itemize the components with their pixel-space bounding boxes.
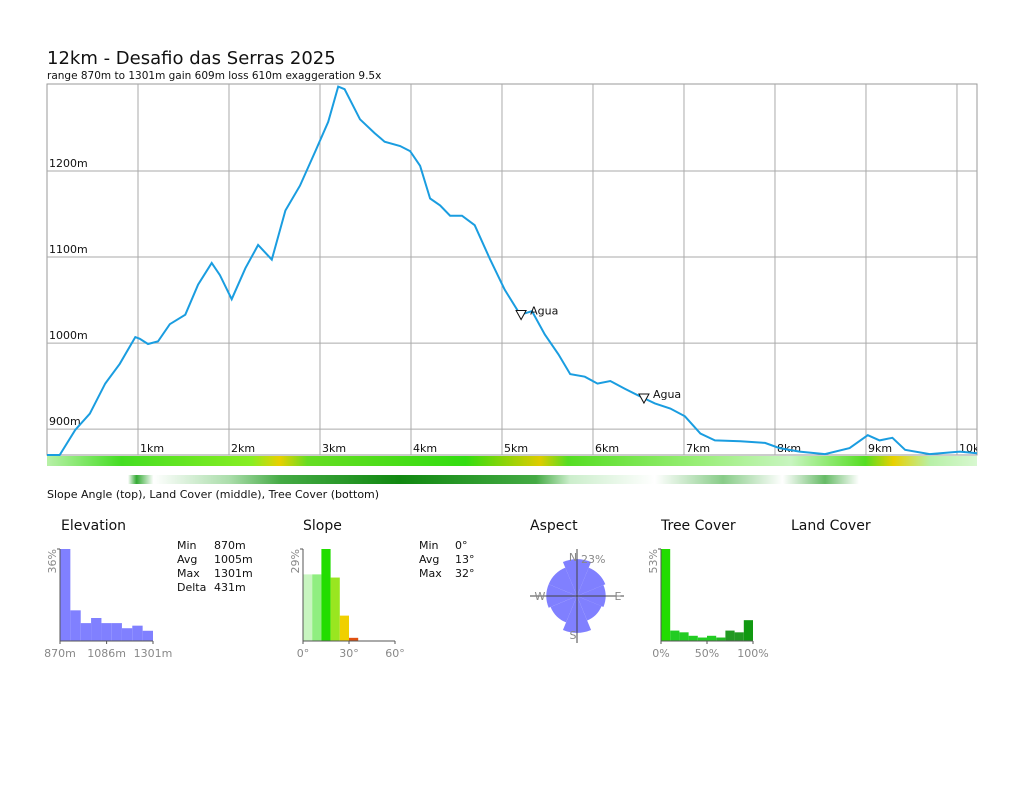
histogram-bar (60, 549, 71, 641)
direction-label: N (569, 551, 577, 564)
tree-cover-strip (60, 475, 910, 484)
y-tick-label: 900m (49, 415, 81, 428)
direction-label: S (570, 629, 577, 642)
panel-title: Land Cover (791, 518, 871, 534)
stat-value: 870m (214, 539, 246, 552)
strip-caption: Slope Angle (top), Land Cover (middle), … (47, 488, 379, 501)
stat-value: 431m (214, 581, 246, 594)
direction-label: E (615, 590, 622, 603)
chart-subtitle: range 870m to 1301m gain 609m loss 610m … (47, 70, 381, 82)
x-tick-label: 2km (231, 442, 255, 455)
y-tick-label: 1200m (49, 157, 88, 170)
stat-value: 32° (455, 567, 475, 580)
x-tick-label: 0° (297, 647, 310, 660)
x-tick-label: 870m (44, 647, 76, 660)
radial-tick-label: 23% (581, 553, 605, 566)
stat-label: Min (419, 539, 439, 552)
histogram-bar (679, 632, 689, 641)
tick-label-group: 1km 2km 3km 4km 5km 6km 7km 8km 9km 10km (140, 442, 977, 455)
histogram-bar (101, 623, 112, 641)
histogram-bar (670, 630, 680, 641)
histogram-bar (91, 618, 102, 641)
slope-strip (47, 456, 977, 466)
x-tick-label: 4km (413, 442, 437, 455)
x-tick-label: 1301m (134, 647, 173, 660)
x-tick-label: 1086m (87, 647, 126, 660)
y-tick-label: 1000m (49, 329, 88, 342)
histogram-bar (142, 630, 153, 641)
aspect-sector (548, 567, 577, 596)
histogram-bar (697, 637, 707, 641)
stat-label: Delta (177, 581, 206, 594)
aspect-sector (577, 567, 606, 596)
plot-frame (46, 83, 978, 456)
histogram-bar (303, 574, 313, 641)
x-tick-label: 6km (595, 442, 619, 455)
stat-value: 1301m (214, 567, 253, 580)
panel-title: Slope (303, 518, 342, 534)
y-tick-label: 36% (46, 549, 59, 573)
x-tick-label: 3km (322, 442, 346, 455)
aspect-sector (550, 596, 577, 623)
panel-title: Tree Cover (660, 518, 736, 534)
annotation-label: Agua (653, 388, 681, 401)
histogram-bar (121, 628, 133, 641)
histogram-bar (743, 620, 753, 641)
histogram-bar (349, 637, 359, 641)
elevation-line (47, 85, 978, 456)
direction-label: W (535, 590, 546, 603)
panel-title: Elevation (61, 518, 126, 534)
stat-value: 0° (455, 539, 468, 552)
x-tick-label: 5km (504, 442, 528, 455)
histogram-bar (734, 632, 744, 641)
y-tick-label: 53% (647, 549, 660, 573)
annotation-marker (515, 310, 527, 321)
x-tick-label: 7km (686, 442, 710, 455)
x-tick-label: 9km (868, 442, 892, 455)
histogram-bar (321, 549, 331, 641)
panel-title: Aspect (530, 518, 578, 534)
stat-label: Min (177, 539, 197, 552)
stat-value: 13° (455, 553, 475, 566)
histogram-bar (312, 574, 322, 641)
chart-title: 12km - Desafio das Serras 2025 (47, 48, 336, 69)
histogram-bar (707, 635, 717, 641)
aspect-sector (577, 596, 602, 621)
stat-label: Avg (419, 553, 439, 566)
histogram-bar (725, 630, 735, 641)
histogram-bar (661, 549, 671, 641)
x-tick-label: 50% (695, 647, 719, 660)
y-tick-label: 1100m (49, 243, 88, 256)
stat-value: 1005m (214, 553, 253, 566)
stat-label: Max (419, 567, 442, 580)
x-tick-label: 0% (652, 647, 669, 660)
stat-label: Max (177, 567, 200, 580)
histogram-bar (80, 623, 92, 641)
histogram-bar (339, 615, 349, 641)
y-tick-label: 29% (289, 549, 302, 573)
histogram-bar (330, 577, 340, 641)
x-tick-label: 60° (385, 647, 405, 660)
annotation-marker (638, 393, 650, 405)
histogram-bar (688, 635, 698, 641)
histogram-bar (132, 625, 143, 641)
stat-label: Avg (177, 553, 197, 566)
x-tick-label: 100% (737, 647, 768, 660)
histogram-bar (70, 610, 81, 641)
histogram-bar (716, 637, 726, 641)
annotation-label: Agua (530, 305, 558, 318)
x-tick-label: 1km (140, 442, 164, 455)
histogram-bar (111, 623, 122, 641)
x-tick-label: 30° (339, 647, 359, 660)
